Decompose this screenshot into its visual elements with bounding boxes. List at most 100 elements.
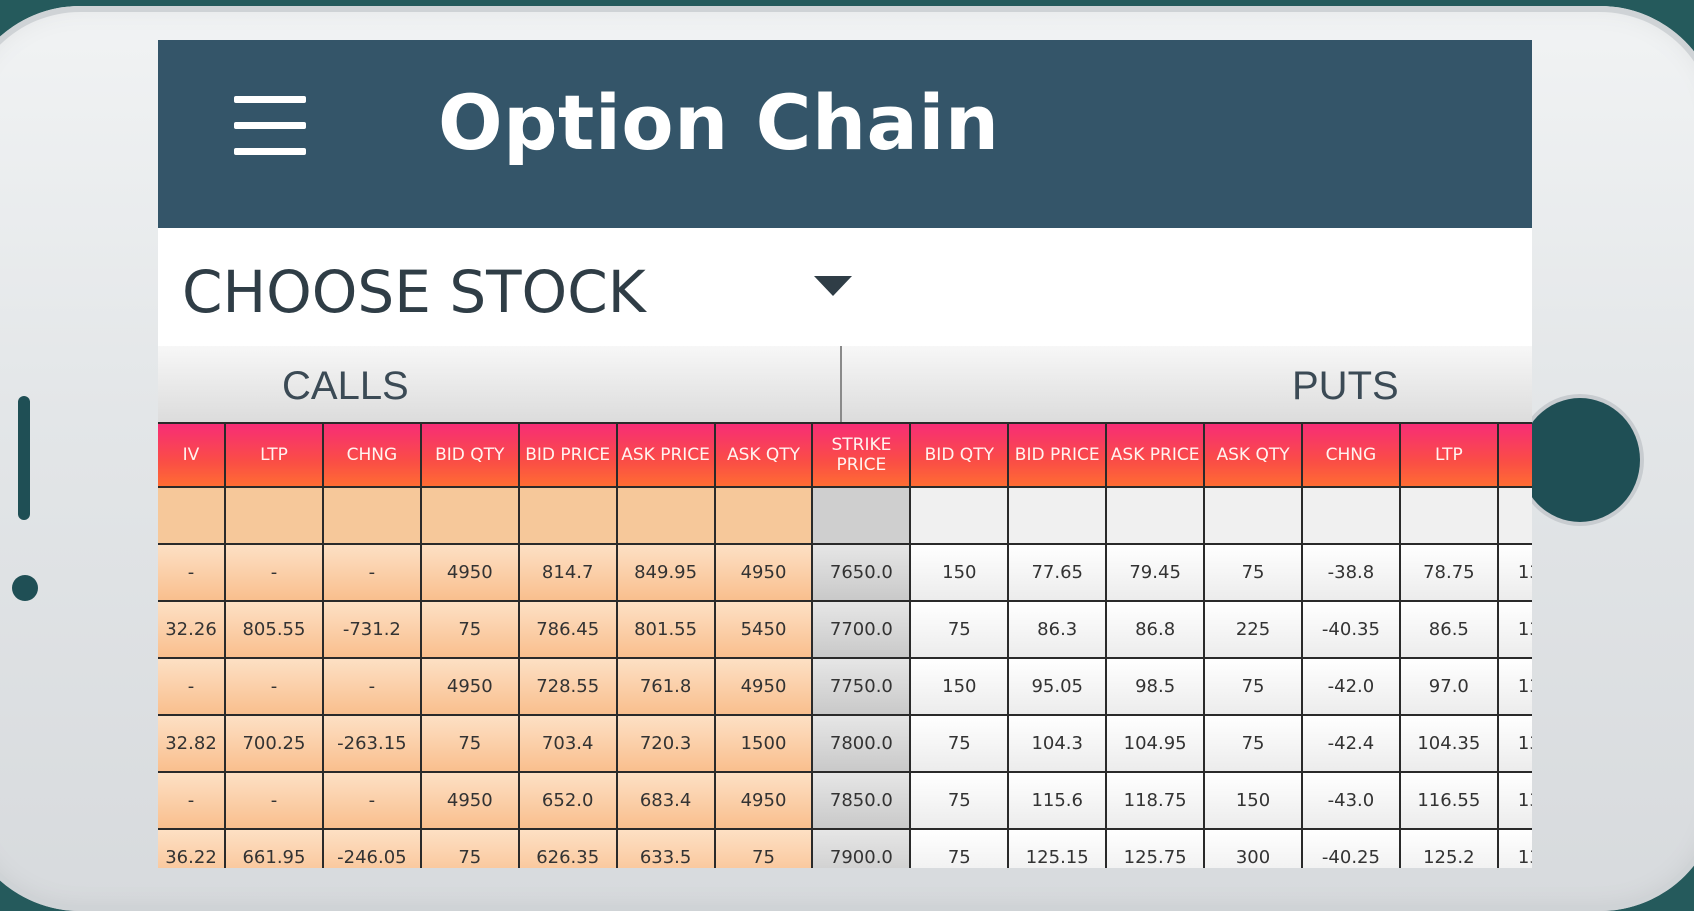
- call-cell: 801.55: [615, 600, 716, 659]
- col-header[interactable]: BID PRICE: [1007, 422, 1108, 488]
- table-header-row: IV LTP CHNG BID QTY BID PRICE ASK PRICE …: [158, 422, 1532, 488]
- col-header[interactable]: ASK QTY: [1203, 422, 1303, 488]
- table-row[interactable]: 32.26 805.55 -731.2 75 786.45 801.55 5450 7700.…: [158, 600, 1532, 659]
- put-cell: 86.5: [1398, 600, 1499, 659]
- put-cell: 150: [1203, 771, 1303, 830]
- col-header[interactable]: ASK PRICE: [1105, 422, 1206, 488]
- put-cell: -42.0: [1300, 657, 1401, 716]
- call-cell: 4950: [713, 771, 814, 830]
- call-cell: 700.25: [224, 714, 324, 773]
- col-header[interactable]: IV: [158, 422, 227, 488]
- put-cell: 86.3: [1007, 600, 1108, 659]
- put-cell: 104.35: [1398, 714, 1499, 773]
- col-header[interactable]: IV: [1496, 422, 1532, 488]
- call-cell: 4950: [419, 771, 520, 830]
- app-screen: Option Chain CHOOSE STOCK CALLS PUTS IV …: [158, 40, 1532, 868]
- strike-price-cell[interactable]: 7650.0: [811, 543, 912, 602]
- col-header[interactable]: BID QTY: [909, 422, 1010, 488]
- put-cell: 104.95: [1105, 714, 1206, 773]
- table-row[interactable]: - - -4950 814.7 849.95 4950 7650.0 150 77.65 79.4…: [158, 543, 1532, 602]
- call-cell: 75: [419, 714, 520, 773]
- put-cell: -38.8: [1300, 543, 1401, 602]
- put-cell: 125.75: [1105, 828, 1206, 868]
- put-cell: 131.76: [1496, 714, 1532, 773]
- put-cell: -43.0: [1300, 771, 1401, 830]
- col-header[interactable]: ASK QTY: [713, 422, 814, 488]
- strike-price-cell[interactable]: 7700.0: [811, 600, 912, 659]
- col-header[interactable]: LTP: [224, 422, 324, 488]
- call-cell: 32.82: [158, 714, 227, 773]
- strike-price-cell[interactable]: 7900.0: [811, 828, 912, 868]
- col-header[interactable]: CHNG: [321, 422, 422, 488]
- put-cell: 300: [1203, 828, 1303, 868]
- option-chain-table: IV LTP CHNG BID QTY BID PRICE ASK PRICE …: [158, 422, 1532, 868]
- call-cell: -: [224, 657, 324, 716]
- call-cell: 75: [419, 600, 520, 659]
- app-bar: Option Chain: [158, 40, 1532, 228]
- put-cell: 150: [909, 543, 1010, 602]
- call-cell: -246.05: [321, 828, 422, 868]
- put-cell: 97.0: [1398, 657, 1499, 716]
- strike-price-cell[interactable]: 7800.0: [811, 714, 912, 773]
- call-cell: 626.35: [517, 828, 618, 868]
- put-cell: 115.6: [1007, 771, 1108, 830]
- call-cell: -: [224, 543, 324, 602]
- section-header: CALLS PUTS: [158, 346, 1532, 423]
- strike-price-cell[interactable]: 7750.0: [811, 657, 912, 716]
- put-cell: 75: [909, 714, 1010, 773]
- page-title: Option Chain: [438, 78, 1000, 167]
- call-cell: 849.95: [615, 543, 716, 602]
- call-cell: 652.0: [517, 771, 618, 830]
- col-header-strike[interactable]: STRIKE PRICE: [811, 422, 912, 488]
- option-chain-body: - - -4950 814.7 849.95 4950 7650.0 150 77.65 79.4…: [158, 487, 1532, 868]
- choose-stock-label: CHOOSE STOCK: [182, 258, 646, 326]
- choose-stock-dropdown[interactable]: CHOOSE STOCK: [158, 228, 1532, 348]
- call-cell: -731.2: [321, 600, 422, 659]
- call-cell: -: [321, 771, 422, 830]
- call-cell: 75: [713, 828, 814, 868]
- call-cell: 814.7: [517, 543, 618, 602]
- col-header[interactable]: BID QTY: [419, 422, 520, 488]
- put-cell: 104.3: [1007, 714, 1108, 773]
- call-cell: 4950: [713, 657, 814, 716]
- call-cell: 805.55: [224, 600, 324, 659]
- call-cell: -: [158, 771, 227, 830]
- call-cell: 683.4: [615, 771, 716, 830]
- strike-price-cell[interactable]: 7850.0: [811, 771, 912, 830]
- call-cell: -: [224, 771, 324, 830]
- put-cell: 132.44: [1496, 771, 1532, 830]
- call-cell: 4950: [419, 657, 520, 716]
- put-cell: 75: [909, 828, 1010, 868]
- col-header[interactable]: ASK PRICE: [615, 422, 716, 488]
- put-cell: 116.55: [1398, 771, 1499, 830]
- call-cell: 661.95: [224, 828, 324, 868]
- caret-down-icon: [814, 276, 852, 296]
- call-cell: 703.4: [517, 714, 618, 773]
- put-cell: -40.25: [1300, 828, 1401, 868]
- put-cell: 118.75: [1105, 771, 1206, 830]
- call-cell: -: [158, 657, 227, 716]
- table-row[interactable]: - - -4950 652.0 683.4 4950 7850.0 75 115.6 118.75…: [158, 771, 1532, 830]
- call-cell: 5450: [713, 600, 814, 659]
- call-cell: 36.22: [158, 828, 227, 868]
- call-cell: 720.3: [615, 714, 716, 773]
- col-header[interactable]: LTP: [1398, 422, 1499, 488]
- call-cell: 761.8: [615, 657, 716, 716]
- put-cell: -40.35: [1300, 600, 1401, 659]
- table-row[interactable]: - - -4950 728.55 761.8 4950 7750.0 150 95.05 98.5…: [158, 657, 1532, 716]
- put-cell: 75: [1203, 714, 1303, 773]
- col-header[interactable]: CHNG: [1300, 422, 1401, 488]
- call-cell: 786.45: [517, 600, 618, 659]
- put-cell: 75: [909, 771, 1010, 830]
- put-cell: 133.76: [1496, 600, 1532, 659]
- put-cell: 150: [909, 657, 1010, 716]
- table-row[interactable]: 32.82 700.25 -263.15 75 703.4 720.3 1500 7800.0…: [158, 714, 1532, 773]
- col-header[interactable]: BID PRICE: [517, 422, 618, 488]
- call-cell: 4950: [713, 543, 814, 602]
- hamburger-menu-icon[interactable]: [234, 96, 306, 156]
- put-cell: -42.4: [1300, 714, 1401, 773]
- table-row[interactable]: 36.22 661.95 -246.05 75 626.35 633.5 75 7900.0 7…: [158, 828, 1532, 868]
- home-button[interactable]: [1520, 398, 1640, 522]
- call-cell: -: [321, 543, 422, 602]
- put-cell: 79.45: [1105, 543, 1206, 602]
